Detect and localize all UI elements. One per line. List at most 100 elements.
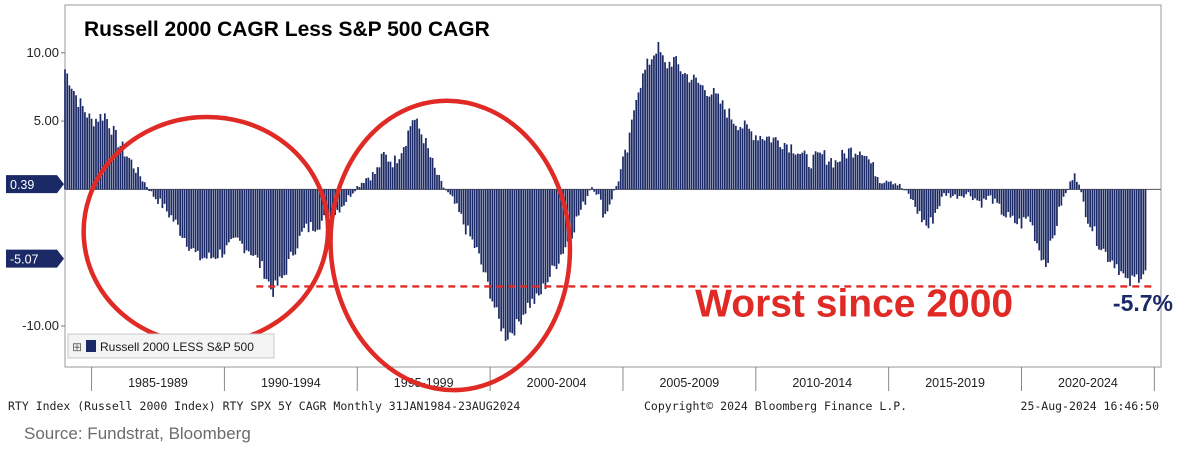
bar [555,189,558,270]
bar [1140,189,1142,280]
bar [843,153,846,190]
bar [456,189,458,204]
bar [544,189,547,290]
bar [219,189,221,250]
bar [88,113,91,190]
bar [1124,189,1127,278]
bar [121,141,124,190]
bar [741,128,744,190]
bar [493,189,496,308]
bar [460,189,463,214]
bar [956,189,959,199]
bar [513,189,516,336]
legend-expand-icon[interactable]: ⊞ [72,340,82,354]
bar [918,189,921,212]
bar [954,189,956,195]
bar [963,189,965,198]
bar [139,176,142,190]
y-tick-label: 5.00 [34,113,59,128]
bar [1009,189,1012,218]
bar [524,189,527,314]
bar [721,100,724,190]
bar [409,126,412,190]
bar [360,182,363,190]
bar [214,189,217,259]
bar [821,154,824,190]
bar [983,189,985,199]
bar [356,185,359,190]
bar [285,189,288,275]
bar [159,189,162,199]
bar [675,56,677,190]
bar [369,180,372,190]
bar [471,189,474,240]
bar [1027,189,1030,217]
bar [316,189,319,230]
bar [172,189,175,222]
bar [261,189,263,262]
bar [752,140,755,190]
bar [265,189,268,280]
bar [936,189,939,209]
bar [586,189,589,196]
callout-text: Worst since 2000 [695,282,1013,325]
bar [929,189,932,218]
bar [252,189,255,256]
bar [699,84,702,190]
x-period-label: 1985-1989 [128,376,188,390]
bar [433,167,436,190]
bar [482,189,485,273]
bar [254,189,257,255]
bar [1033,189,1036,242]
bar [792,153,795,190]
bar [704,90,706,190]
bar [165,189,168,212]
footer-timestamp: 25-Aug-2024 16:46:50 [1021,399,1160,413]
bar [511,189,514,334]
bar [520,189,522,325]
bar [141,181,144,190]
bar [872,162,875,190]
bar [814,151,817,190]
bar [1042,189,1045,260]
bar [1080,189,1083,193]
bar [179,189,181,236]
bar [1133,189,1136,277]
bar [72,91,75,190]
bar [1031,189,1034,226]
bar [830,158,832,190]
bar [859,151,861,190]
bars [64,41,1147,341]
bar [1100,189,1103,251]
bar [203,189,206,258]
bar [876,177,879,190]
bar [1025,189,1027,219]
bar [416,118,418,190]
bar [770,142,773,190]
bar [347,189,350,196]
bar [681,74,684,190]
bar [883,182,886,190]
bar [553,189,556,267]
bar [779,147,782,190]
bar [823,150,826,190]
bar [1047,189,1049,263]
bar [376,167,379,190]
bar [345,189,348,202]
bar [312,189,314,231]
bar [148,189,151,191]
bar [199,189,201,261]
bar [533,189,536,304]
bar [615,186,618,190]
bar [305,189,308,224]
bar [447,189,449,193]
bar [985,189,987,200]
x-period-label: 2010-2014 [792,376,852,390]
bar [841,149,844,190]
bar [190,189,193,249]
bar [785,144,788,190]
bar [283,189,286,276]
bar [1095,189,1098,247]
bar [509,189,511,333]
bar [728,108,731,190]
